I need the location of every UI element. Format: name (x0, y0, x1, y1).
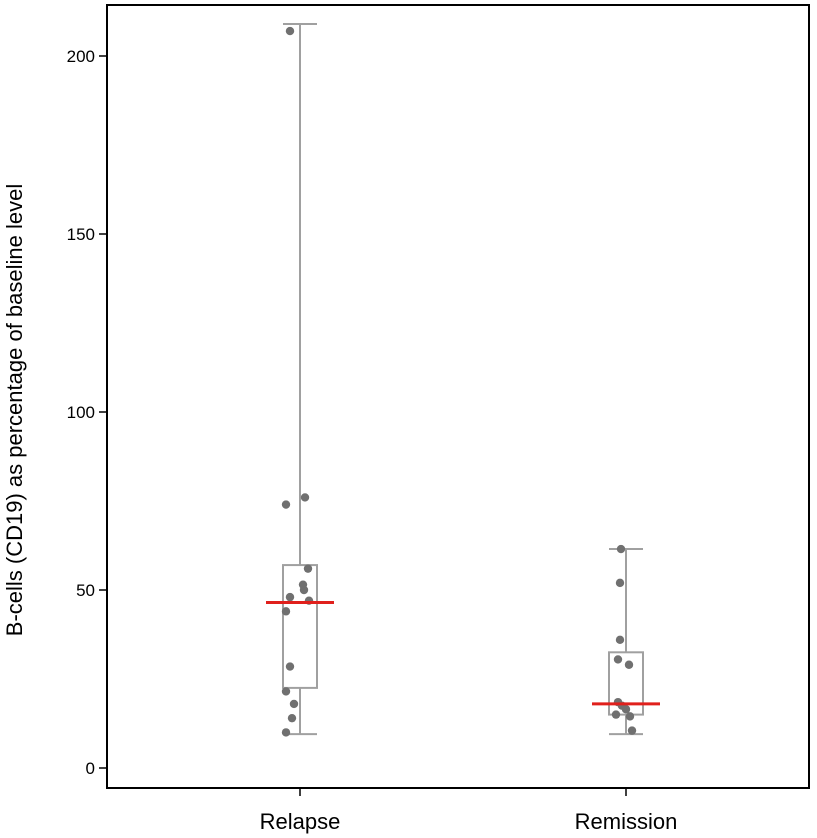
point-remission-8 (611, 710, 621, 719)
y-tick-label-200: 200 (67, 47, 95, 66)
boxes (282, 22, 644, 736)
y-tick-label-0: 0 (86, 759, 95, 778)
point-remission-9 (625, 712, 635, 721)
point-remission-0 (616, 544, 626, 554)
box-remission (608, 548, 644, 736)
point-remission-10 (627, 726, 637, 735)
point-relapse-2 (281, 500, 291, 509)
x-category-label-relapse: Relapse (260, 809, 341, 834)
point-relapse-0 (285, 26, 295, 36)
point-relapse-9 (285, 662, 295, 671)
point-remission-2 (615, 635, 625, 645)
point-remission-7 (621, 705, 631, 714)
point-relapse-1 (300, 493, 310, 502)
point-remission-1 (615, 578, 625, 588)
data-points (266, 26, 660, 737)
point-relapse-6 (285, 592, 295, 602)
point-remission-4 (624, 660, 634, 669)
y-tick-label-100: 100 (67, 403, 95, 422)
x-category-label-remission: Remission (575, 809, 678, 834)
point-relapse-10 (281, 687, 291, 696)
x-axis: Relapse Remission (260, 788, 678, 834)
box-relapse (282, 22, 318, 736)
y-axis: 0 50 100 150 200 (67, 47, 107, 778)
point-relapse-5 (299, 585, 309, 595)
point-relapse-11 (289, 699, 299, 709)
plot-frame (106, 4, 810, 789)
iqr-box-remission (608, 651, 644, 716)
point-relapse-12 (287, 713, 297, 723)
y-tick-label-50: 50 (76, 581, 95, 600)
iqr-box-relapse (282, 564, 318, 689)
point-relapse-8 (281, 607, 291, 616)
point-relapse-3 (303, 564, 313, 573)
y-tick-label-150: 150 (67, 225, 95, 244)
point-relapse-13 (281, 728, 291, 737)
y-axis-title: B-cells (CD19) as percentage of baseline… (2, 184, 27, 636)
point-remission-3 (613, 655, 623, 664)
